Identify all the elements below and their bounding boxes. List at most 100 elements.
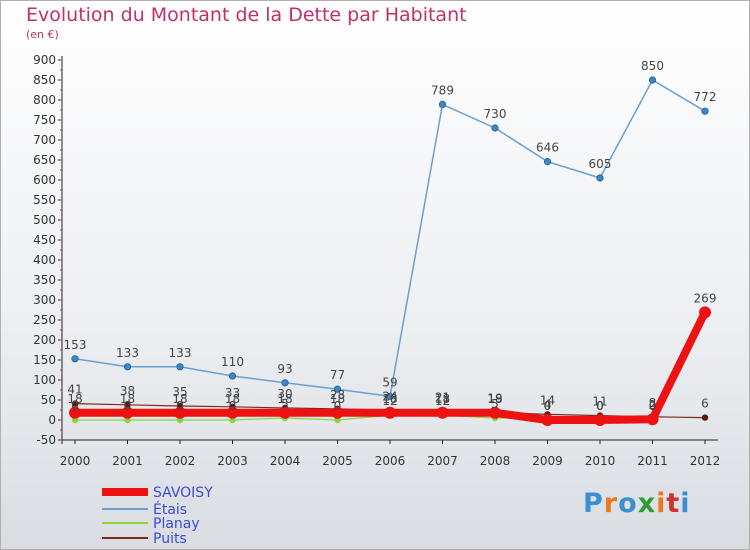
data-label: 38 — [120, 384, 135, 398]
data-label: 4 — [544, 397, 552, 411]
data-label: 0 — [544, 399, 552, 413]
data-label: 18 — [172, 392, 187, 406]
x-tick-label: 2001 — [112, 454, 143, 468]
data-point — [648, 76, 657, 84]
data-label: 41 — [67, 383, 82, 397]
proxiti-logo: Proxiti — [583, 488, 691, 519]
data-label: 18 — [225, 392, 240, 406]
y-tick-label: 50 — [41, 393, 56, 407]
data-label: 605 — [589, 157, 612, 171]
data-point — [386, 392, 394, 400]
data-label: 30 — [277, 387, 292, 401]
data-label: 18 — [330, 392, 345, 406]
y-tick-label: 250 — [33, 313, 56, 327]
data-point — [228, 372, 237, 380]
data-label: 11 — [592, 395, 607, 409]
data-point — [121, 406, 134, 419]
data-label: 850 — [641, 59, 664, 73]
data-label: 18 — [277, 392, 292, 406]
data-label: 18 — [120, 392, 135, 406]
y-tick-label: 200 — [33, 333, 56, 347]
y-tick-label: 150 — [33, 353, 56, 367]
y-tick-label: 450 — [33, 233, 56, 247]
data-label: 772 — [694, 90, 717, 104]
data-label: 0 — [596, 399, 604, 413]
y-tick-label: 400 — [33, 253, 56, 267]
data-label: 646 — [536, 141, 559, 155]
legend-label: Puits — [153, 531, 187, 547]
data-label: 133 — [169, 346, 192, 360]
data-point — [543, 158, 552, 166]
x-tick-label: 2007 — [427, 454, 458, 468]
data-point — [124, 401, 131, 408]
data-label: 18 — [487, 392, 502, 406]
data-point — [701, 414, 709, 421]
data-point — [226, 406, 239, 419]
x-tick-label: 2006 — [375, 454, 406, 468]
data-label: 0 — [596, 399, 604, 413]
data-point — [436, 406, 449, 419]
x-tick-label: 2012 — [690, 454, 721, 468]
data-label: 0 — [71, 399, 79, 413]
y-tick-label: 700 — [33, 133, 56, 147]
y-tick-label: 350 — [33, 273, 56, 287]
data-point — [174, 406, 186, 419]
data-label: 2 — [649, 398, 657, 412]
data-point — [384, 406, 396, 419]
logo-letter: t — [666, 488, 681, 519]
data-label: 77 — [330, 368, 345, 382]
data-label: 12 — [435, 394, 450, 408]
y-tick-label: 550 — [33, 193, 56, 207]
y-tick-label: 900 — [33, 53, 56, 67]
data-label: 19 — [487, 391, 502, 405]
data-point — [69, 406, 81, 419]
y-tick-label: 0 — [48, 413, 56, 427]
data-label: 35 — [172, 385, 187, 399]
y-tick-label: 650 — [33, 153, 56, 167]
data-label: 14 — [540, 393, 555, 407]
data-point — [699, 306, 711, 319]
logo-letter: i — [656, 488, 667, 519]
data-label: 28 — [330, 388, 345, 402]
y-tick-label: 800 — [33, 93, 56, 107]
data-label: 0 — [124, 399, 132, 413]
x-tick-label: 2004 — [270, 454, 301, 468]
data-label: 59 — [382, 375, 397, 389]
data-label: 0 — [334, 399, 342, 413]
data-point — [333, 385, 342, 393]
data-point — [123, 363, 132, 371]
x-tick-label: 2009 — [532, 454, 563, 468]
data-label: 21 — [435, 391, 450, 405]
logo-letter: P — [583, 488, 604, 519]
data-point — [331, 406, 344, 419]
x-tick-label: 2010 — [585, 454, 616, 468]
data-point — [646, 413, 659, 426]
logo-letter: r — [603, 488, 619, 519]
data-label: 18 — [67, 392, 82, 406]
data-label: 8 — [649, 396, 657, 410]
unit-label: (en €) — [26, 28, 59, 41]
x-tick-label: 2005 — [322, 454, 353, 468]
legend-label: Étais — [153, 501, 187, 518]
logo-letter: o — [618, 488, 638, 519]
y-tick-label: 500 — [33, 213, 56, 227]
data-point — [489, 406, 501, 419]
data-label: 730 — [484, 107, 507, 121]
y-tick-label: -50 — [36, 433, 56, 447]
y-tick-label: 100 — [33, 373, 56, 387]
data-point — [279, 406, 291, 419]
x-tick-label: 2008 — [480, 454, 511, 468]
data-point — [594, 414, 606, 426]
data-label: 18 — [382, 392, 397, 406]
data-label: 93 — [277, 362, 292, 376]
logo-letter: i — [680, 488, 691, 519]
x-tick-label: 2003 — [217, 454, 248, 468]
y-tick-label: 850 — [33, 73, 56, 87]
series-layer — [69, 76, 711, 426]
data-point — [176, 363, 184, 371]
data-point — [491, 124, 499, 132]
data-label: 0 — [229, 399, 237, 413]
data-point — [71, 400, 79, 407]
